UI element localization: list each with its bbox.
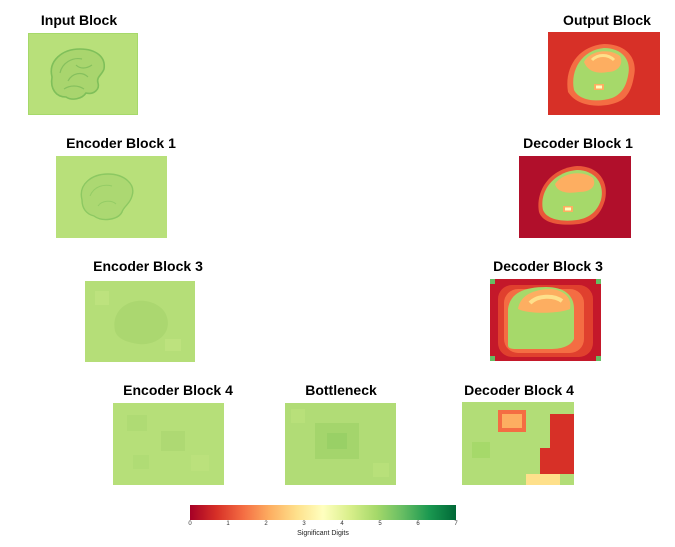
encoder-block-4-heatmap — [113, 403, 224, 485]
panel-title-bottleneck: Bottleneck — [305, 382, 377, 398]
colorbar — [190, 505, 456, 520]
colorbar-tick: 2 — [264, 521, 268, 527]
encoder-block-1-heatmap — [56, 156, 167, 238]
colorbar-tick: 6 — [416, 521, 420, 527]
colorbar-label: Significant Digits — [297, 530, 349, 537]
colorbar-tick: 4 — [340, 521, 344, 527]
colorbar-tick: 1 — [226, 521, 230, 527]
colorbar-tick: 5 — [378, 521, 382, 527]
decoder-block-3-heatmap — [490, 279, 601, 361]
colorbar-tick: 3 — [302, 521, 306, 527]
decoder-block-1-heatmap — [519, 156, 631, 238]
input-block-heatmap — [28, 33, 138, 115]
panel-title-encoder-4: Encoder Block 4 — [123, 382, 233, 398]
bottleneck-heatmap — [285, 403, 396, 485]
panel-title-encoder-3: Encoder Block 3 — [93, 258, 203, 274]
panel-title-decoder-1: Decoder Block 1 — [523, 135, 633, 151]
decoder-block-4-heatmap — [462, 402, 574, 485]
panel-title-decoder-3: Decoder Block 3 — [493, 258, 603, 274]
output-block-heatmap — [548, 32, 660, 115]
panel-title-encoder-1: Encoder Block 1 — [66, 135, 176, 151]
encoder-block-3-heatmap — [85, 281, 195, 362]
panel-title-input: Input Block — [40, 12, 118, 28]
colorbar-tick: 7 — [454, 521, 458, 527]
colorbar-tick: 0 — [188, 521, 192, 527]
panel-title-output: Output Block — [563, 12, 651, 28]
panel-title-decoder-4: Decoder Block 4 — [464, 382, 574, 398]
